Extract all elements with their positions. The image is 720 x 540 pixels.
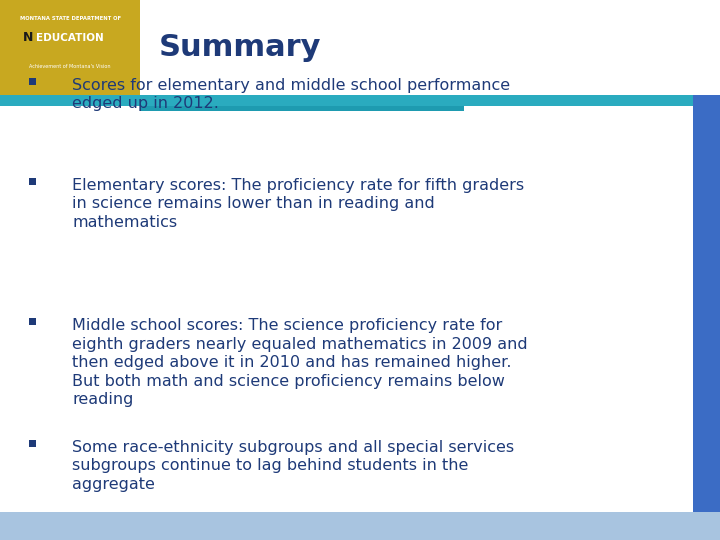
- Text: MONTANA STATE DEPARTMENT OF: MONTANA STATE DEPARTMENT OF: [19, 16, 121, 22]
- Text: N: N: [23, 31, 33, 44]
- Bar: [441, 0, 450, 94]
- Bar: [216, 0, 225, 94]
- Bar: [207, 0, 216, 94]
- Bar: [594, 0, 603, 94]
- Bar: [630, 0, 639, 94]
- Bar: [675, 0, 684, 94]
- Bar: [585, 0, 594, 94]
- Bar: [63, 0, 72, 94]
- Bar: [342, 0, 351, 94]
- Bar: [29, 440, 36, 447]
- Text: Some race-ethnicity subgroups and all special services
subgroups continue to lag: Some race-ethnicity subgroups and all sp…: [72, 440, 514, 492]
- Bar: [288, 0, 297, 94]
- Bar: [153, 0, 162, 94]
- Bar: [162, 0, 171, 94]
- Bar: [261, 0, 270, 94]
- Bar: [18, 0, 27, 94]
- Text: Achievement of Montana's Vision: Achievement of Montana's Vision: [30, 64, 111, 69]
- Bar: [603, 0, 612, 94]
- Bar: [711, 0, 720, 94]
- Bar: [29, 78, 36, 85]
- Bar: [54, 0, 63, 94]
- Bar: [81, 0, 90, 94]
- Bar: [540, 0, 549, 94]
- Bar: [117, 0, 126, 94]
- Bar: [72, 0, 81, 94]
- Bar: [486, 0, 495, 94]
- Bar: [252, 0, 261, 94]
- Bar: [432, 0, 441, 94]
- Bar: [270, 0, 279, 94]
- Bar: [29, 178, 36, 185]
- Bar: [621, 0, 630, 94]
- Bar: [126, 0, 135, 94]
- Bar: [378, 0, 387, 94]
- Bar: [234, 0, 243, 94]
- Bar: [504, 0, 513, 94]
- Bar: [29, 318, 36, 325]
- Bar: [140, 0, 720, 94]
- Bar: [567, 0, 576, 94]
- Bar: [306, 0, 315, 94]
- Bar: [0, 512, 720, 540]
- Bar: [45, 0, 54, 94]
- Bar: [513, 0, 522, 94]
- Text: EDUCATION: EDUCATION: [36, 33, 104, 43]
- Bar: [405, 0, 414, 94]
- Bar: [477, 0, 486, 94]
- Bar: [99, 0, 108, 94]
- Bar: [351, 0, 360, 94]
- Bar: [459, 0, 468, 94]
- Bar: [189, 0, 198, 94]
- Bar: [9, 0, 18, 94]
- Bar: [369, 0, 378, 94]
- Bar: [468, 0, 477, 94]
- Bar: [612, 0, 621, 94]
- Bar: [135, 0, 144, 94]
- Text: Summary: Summary: [158, 33, 321, 62]
- Bar: [144, 0, 153, 94]
- Bar: [315, 0, 324, 94]
- Bar: [333, 0, 342, 94]
- Bar: [198, 0, 207, 94]
- Bar: [140, 106, 464, 111]
- Bar: [450, 0, 459, 94]
- Bar: [360, 0, 369, 94]
- Bar: [414, 0, 423, 94]
- Bar: [648, 0, 657, 94]
- Bar: [576, 0, 585, 94]
- Bar: [666, 0, 675, 94]
- Bar: [693, 0, 702, 94]
- Bar: [558, 0, 567, 94]
- Bar: [522, 0, 531, 94]
- Bar: [243, 0, 252, 94]
- Bar: [657, 0, 666, 94]
- Bar: [639, 0, 648, 94]
- Bar: [225, 0, 234, 94]
- Bar: [0, 0, 140, 94]
- Bar: [27, 0, 36, 94]
- Bar: [324, 0, 333, 94]
- Bar: [684, 0, 693, 94]
- Bar: [108, 0, 117, 94]
- Bar: [549, 0, 558, 94]
- Bar: [171, 0, 180, 94]
- Bar: [396, 0, 405, 94]
- Bar: [0, 0, 9, 94]
- Bar: [297, 0, 306, 94]
- Bar: [495, 0, 504, 94]
- Bar: [90, 0, 99, 94]
- Bar: [423, 0, 432, 94]
- Bar: [180, 0, 189, 94]
- Bar: [0, 94, 693, 106]
- Text: Scores for elementary and middle school performance
edged up in 2012.: Scores for elementary and middle school …: [72, 78, 510, 111]
- Bar: [531, 0, 540, 94]
- Text: Middle school scores: The science proficiency rate for
eighth graders nearly equ: Middle school scores: The science profic…: [72, 318, 528, 408]
- Text: Elementary scores: The proficiency rate for fifth graders
in science remains low: Elementary scores: The proficiency rate …: [72, 178, 524, 230]
- Bar: [702, 0, 711, 94]
- Bar: [279, 0, 288, 94]
- Bar: [387, 0, 396, 94]
- Bar: [693, 94, 720, 512]
- Bar: [36, 0, 45, 94]
